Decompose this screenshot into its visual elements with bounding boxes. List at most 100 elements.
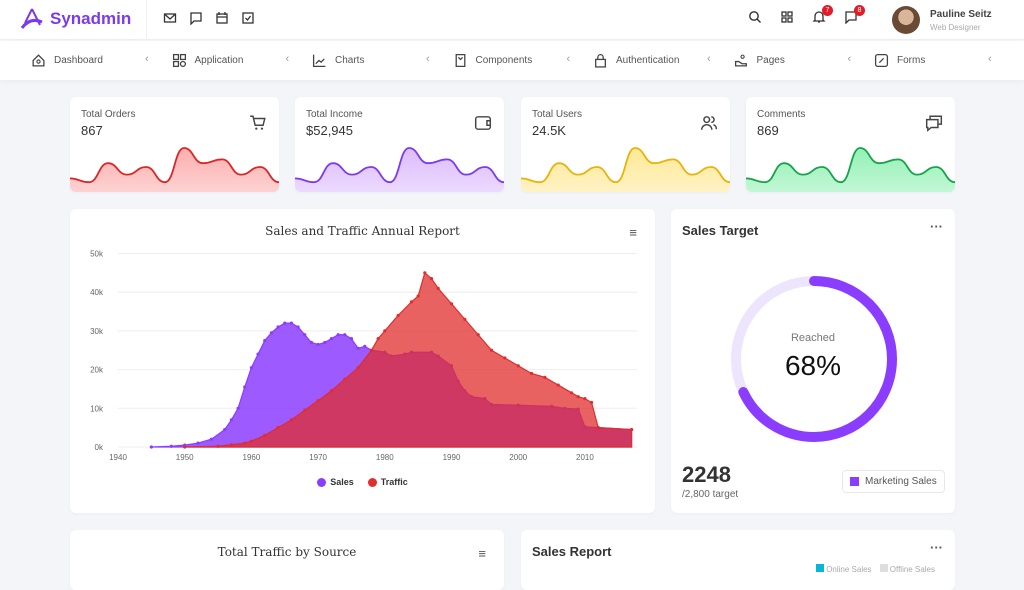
sales-point[interactable] [289,321,294,325]
sales-point[interactable] [263,338,267,343]
sales-point[interactable] [243,385,247,389]
traffic-point[interactable] [489,348,494,352]
user-menu[interactable]: Pauline Seitz Web Designer [892,6,992,34]
sales-point[interactable] [249,366,253,370]
sales-point[interactable] [209,437,213,441]
nav-item-components[interactable]: Components [453,53,532,68]
stat-card-total-income[interactable]: Total Income $52,945 [295,97,504,192]
chevron-left-icon[interactable]: ‹ [707,53,711,65]
traffic-point[interactable] [316,398,320,403]
traffic-point[interactable] [543,375,547,379]
nav-item-authentication[interactable]: Authentication [593,53,679,68]
nav-item-application[interactable]: Application [172,53,243,68]
sales-point[interactable] [169,444,173,448]
more-icon[interactable]: ··· [930,219,943,234]
stat-card-total-orders[interactable]: Total Orders 867 [70,97,279,192]
sales-point[interactable] [276,325,280,329]
traffic-point[interactable] [583,397,587,401]
brand-logo[interactable]: Synadmin [20,7,131,31]
search-icon[interactable] [748,10,762,24]
traffic-point[interactable] [416,294,420,298]
sales-point[interactable] [296,325,300,329]
traffic-point[interactable] [243,441,247,445]
traffic-point[interactable] [183,445,187,449]
traffic-point[interactable] [409,300,414,304]
chat-icon[interactable] [189,11,203,25]
chevron-left-icon[interactable]: ‹ [285,53,290,65]
traffic-point[interactable] [369,348,374,352]
traffic-point[interactable] [396,313,400,318]
traffic-point[interactable] [229,443,233,447]
sales-point[interactable] [269,331,274,335]
checkbox-icon[interactable] [241,11,255,25]
traffic-point[interactable] [436,286,440,290]
messages-button[interactable]: 8 [844,5,865,29]
traffic-point[interactable] [449,302,454,306]
nav-item-dashboard[interactable]: Dashboard [31,53,103,68]
traffic-point[interactable] [516,364,520,368]
legend-offline[interactable]: Offline Sales [879,564,935,574]
chevron-left-icon[interactable]: ‹ [426,53,430,65]
sales-point[interactable] [196,441,200,445]
sales-point[interactable] [349,337,354,341]
sales-point[interactable] [323,340,327,345]
sales-point[interactable] [236,406,240,410]
traffic-point[interactable] [303,408,307,412]
traffic-point[interactable] [343,377,347,381]
sales-point[interactable] [256,352,260,356]
traffic-point[interactable] [423,271,427,275]
sales-point[interactable] [343,333,347,337]
chevron-left-icon[interactable]: ‹ [566,53,571,65]
sales-point[interactable] [316,342,320,347]
chevron-left-icon[interactable]: ‹ [988,53,992,65]
traffic-point[interactable] [589,400,594,405]
traffic-point[interactable] [556,383,560,387]
nav-item-pages[interactable]: Pages [734,53,785,68]
chart-menu-icon[interactable]: ≡ [478,546,486,561]
chevron-left-icon[interactable]: ‹ [145,53,149,65]
sales-point[interactable] [283,321,287,325]
chevron-left-icon[interactable]: ‹ [847,53,852,65]
traffic-point[interactable] [289,418,294,422]
sales-point[interactable] [223,427,227,432]
sales-point[interactable] [303,333,307,337]
traffic-point[interactable] [356,366,360,370]
mail-icon[interactable] [163,11,177,25]
sales-point[interactable] [309,340,314,345]
apps-grid-icon[interactable] [780,10,794,24]
calendar-icon[interactable] [215,11,229,25]
traffic-point[interactable] [503,356,507,360]
more-icon[interactable]: ··· [930,540,943,555]
traffic-point[interactable] [249,439,253,443]
sales-point[interactable] [149,445,153,449]
traffic-point[interactable] [529,371,534,376]
nav-item-charts[interactable]: Charts [312,53,364,68]
traffic-point[interactable] [576,395,580,399]
traffic-point[interactable] [596,426,600,430]
traffic-point[interactable] [476,333,480,337]
traffic-point[interactable] [569,391,574,395]
traffic-point[interactable] [383,329,387,333]
traffic-point[interactable] [216,444,220,448]
legend-sales[interactable]: Sales [317,477,354,487]
traffic-point[interactable] [276,426,280,430]
traffic-point[interactable] [463,317,467,321]
chart-menu-icon[interactable]: ≡ [629,225,637,240]
nav-item-forms[interactable]: Forms [874,53,925,68]
sales-point[interactable] [229,418,233,422]
sales-point[interactable] [363,344,367,348]
traffic-point[interactable] [429,277,434,281]
marketing-sales-legend[interactable]: Marketing Sales [842,470,945,493]
notifications-button[interactable]: 7 [812,5,833,29]
legend-traffic[interactable]: Traffic [367,477,408,487]
stat-card-comments[interactable]: Comments 869 [746,97,955,192]
traffic-point[interactable] [376,337,380,341]
traffic-point[interactable] [629,427,634,432]
sales-point[interactable] [329,337,334,341]
traffic-point[interactable] [329,389,334,393]
sales-point[interactable] [356,346,360,350]
legend-online[interactable]: Online Sales [815,564,872,574]
stat-card-total-users[interactable]: Total Users 24.5K [521,97,730,192]
sales-point[interactable] [336,333,340,337]
traffic-point[interactable] [263,433,267,437]
